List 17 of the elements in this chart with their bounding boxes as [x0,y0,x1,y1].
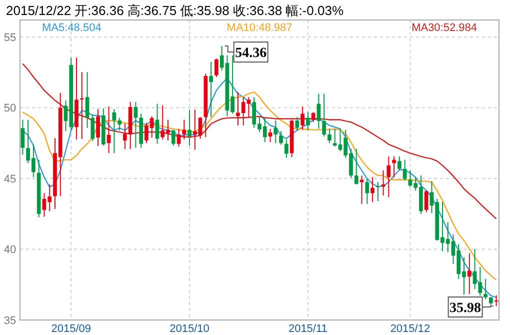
x-tick-label: 2015/09 [51,323,92,335]
x-tick-label: 2015/10 [170,323,210,335]
annotation: 54.36 [224,42,268,63]
y-tick-label: 45 [4,173,16,186]
y-tick-label: 40 [4,244,16,256]
x-tick-label: 2015/11 [288,323,328,335]
annotation: 35.98 [450,301,482,316]
annotation: 35.98 [448,296,494,318]
y-tick-label: 35 [4,315,16,327]
text: MA10:48.987 [226,22,292,34]
text: MA5:48.504 [42,22,102,34]
y-tick-label: 55 [4,32,16,44]
y-tick-label: 50 [4,102,16,115]
x-tick-label: 2015/12 [390,323,430,335]
annotation: 54.36 [235,46,267,62]
chart-title: 2015/12/22 开:36.36 高:36.75 低:35.98 收:36.38 幅:-0.03% [6,3,344,18]
text: MA30:52.984 [412,22,477,34]
